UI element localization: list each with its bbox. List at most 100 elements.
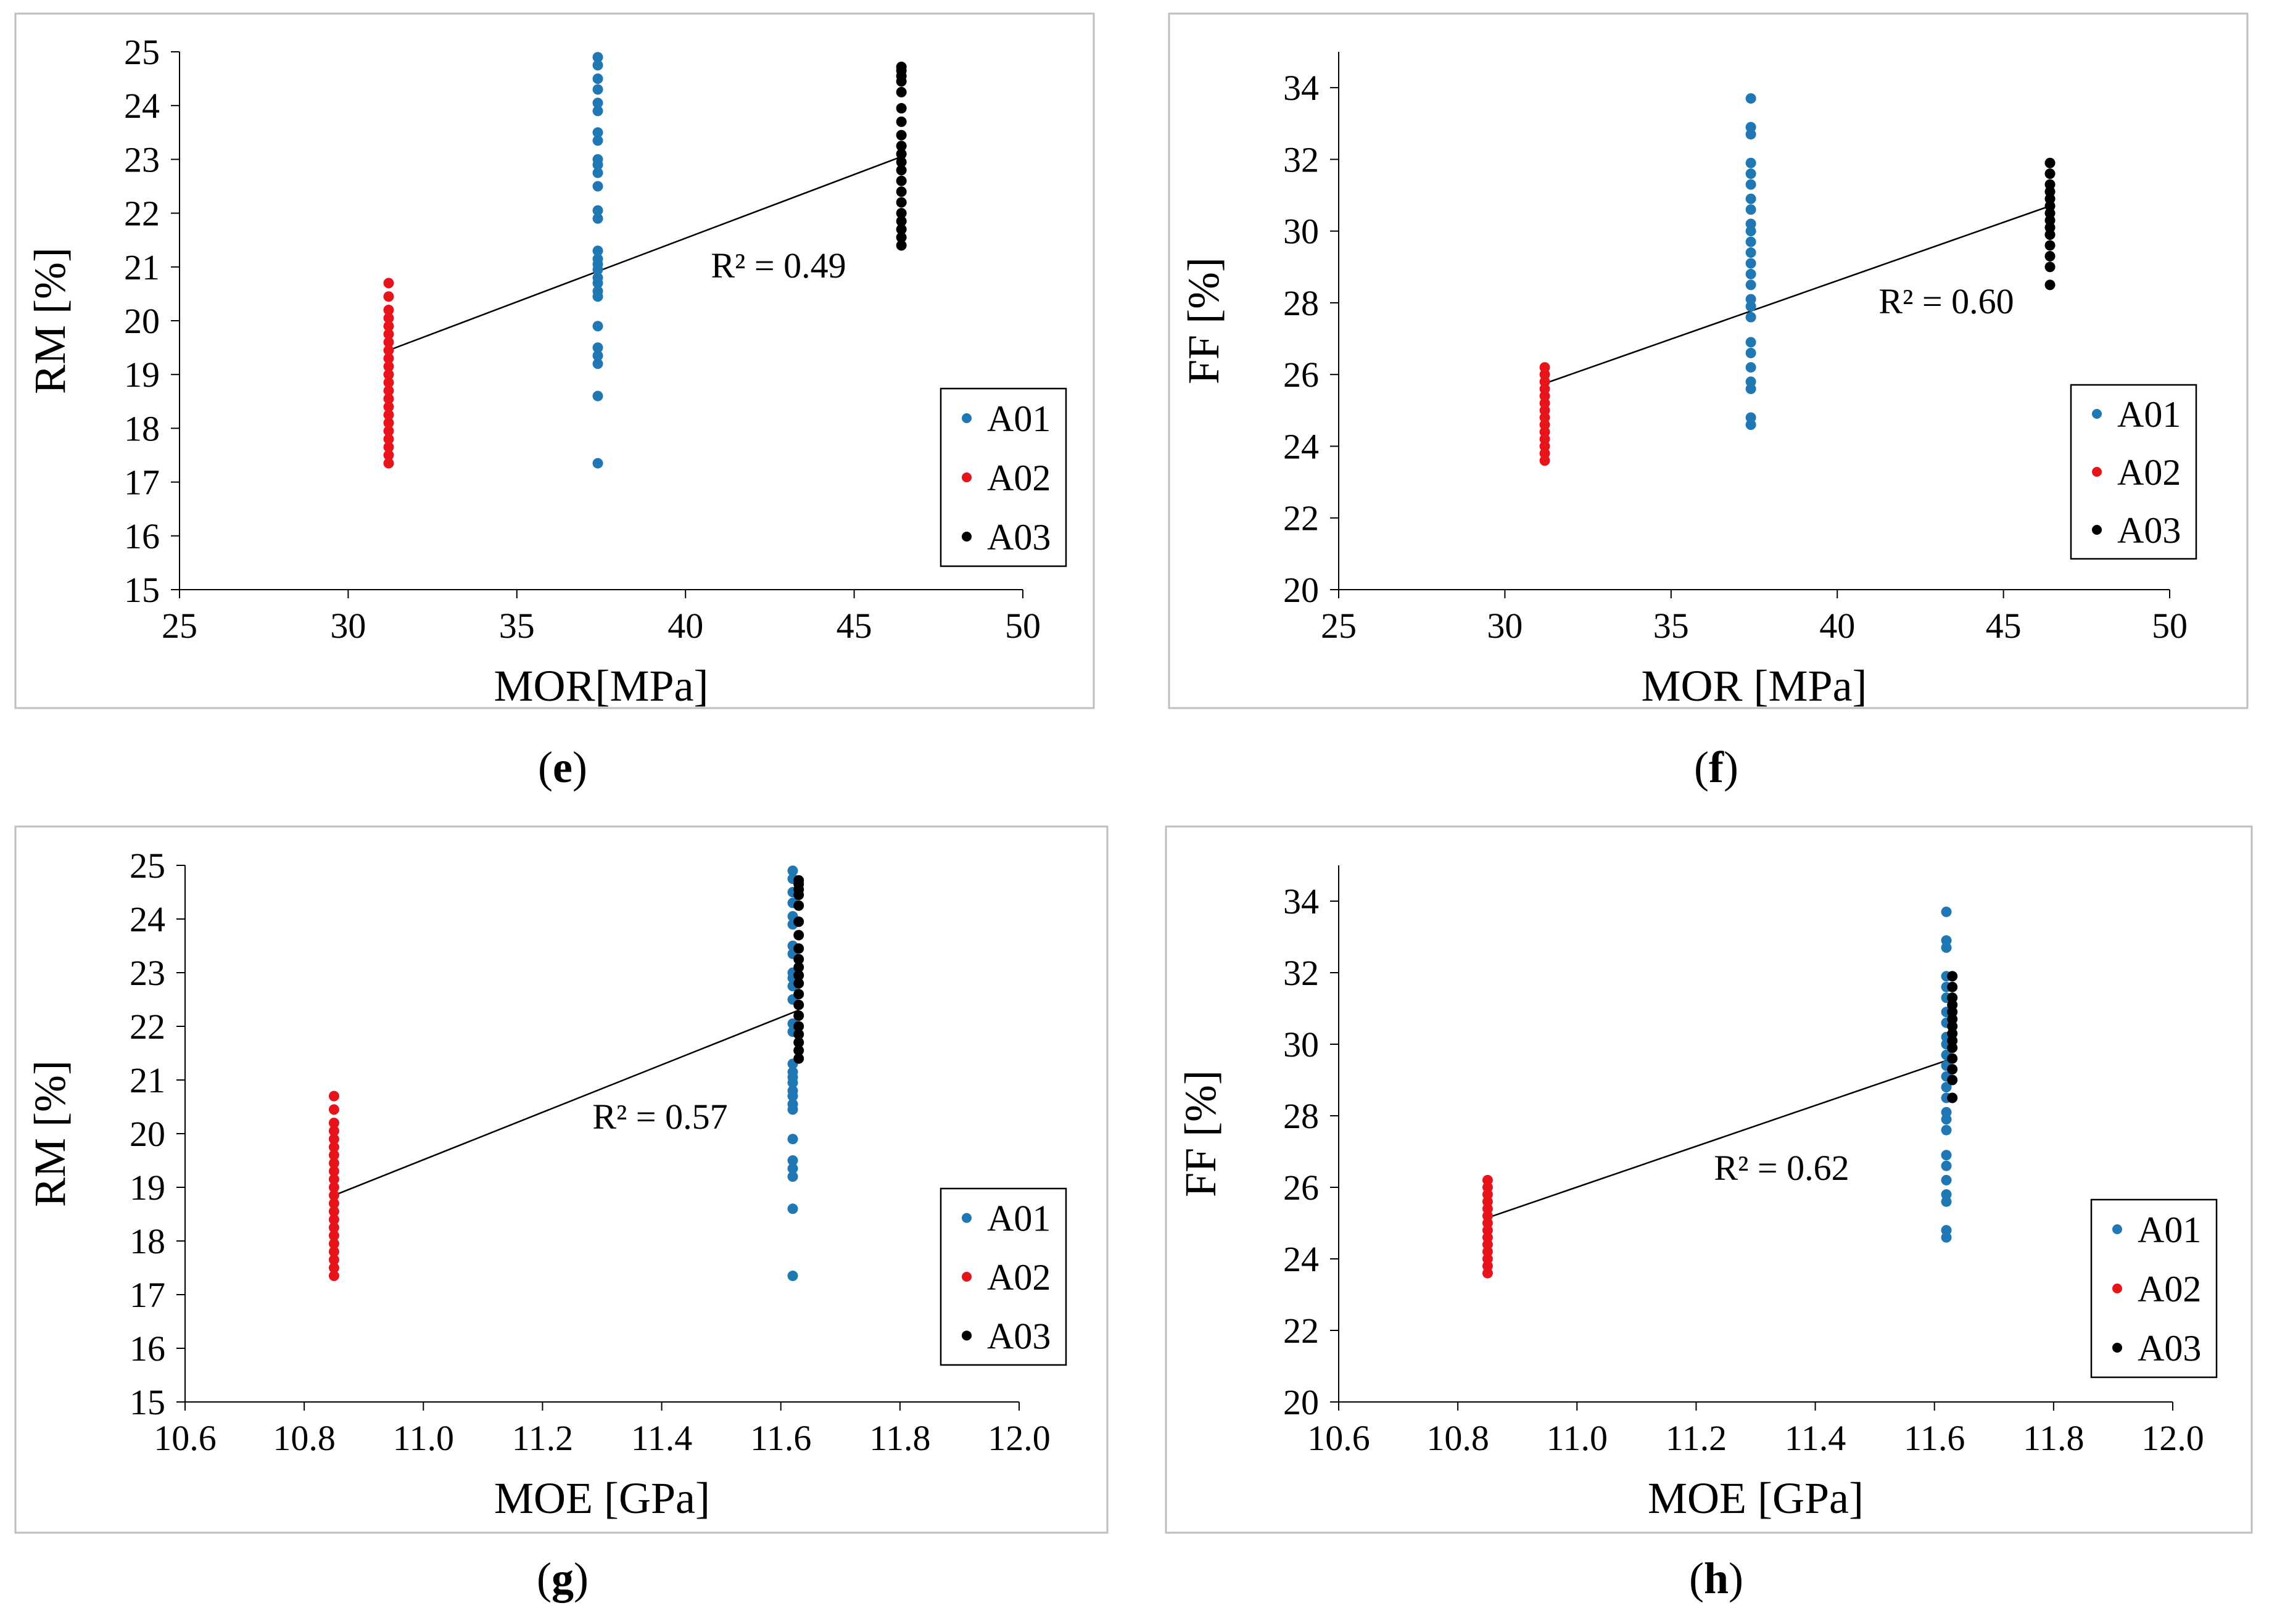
data-point [793,1029,804,1040]
data-point [896,224,907,235]
series-a01 [1941,906,1952,1243]
panel-caption: (h) [1689,1554,1743,1603]
r-squared-label: R² = 0.60 [1878,281,2014,321]
y-tick-label: 17 [130,1275,165,1315]
y-tick-label: 19 [130,1168,165,1208]
y-tick-label: 24 [1283,1239,1319,1279]
data-point [1539,390,1550,402]
data-point [793,954,804,965]
data-point [787,1271,798,1282]
data-point [793,875,804,886]
r-squared-label: R² = 0.49 [711,245,846,286]
data-point [328,1238,339,1249]
data-point [896,141,907,152]
data-point [328,1230,339,1241]
data-point [787,1171,798,1182]
data-point [1539,369,1550,380]
data-point [592,205,603,216]
panel-caption: (e) [538,743,587,792]
y-tick-label: 15 [124,570,160,610]
data-point [2044,186,2056,197]
y-tick-label: 24 [124,86,160,126]
y-tick-label: 15 [130,1382,165,1422]
chart-panel-e: 25 30 35 40 45 50 15 16 17 18 19 20 21 22 23 24 25 MOR[MP… [14,12,1095,792]
x-tick-label: 40 [1819,606,1855,646]
data-point [383,434,394,445]
data-point [896,186,907,197]
data-point [592,286,603,297]
data-point [1539,448,1550,459]
x-tick-label: 11.0 [393,1418,454,1458]
data-point [1941,1082,1952,1093]
data-point [787,1066,798,1078]
legend-label: A02 [987,1257,1051,1298]
data-point [1745,376,1756,387]
data-point [1745,247,1756,258]
data-point [793,1010,804,1021]
data-point [592,245,603,257]
trendline [1544,205,2051,384]
y-tick-label: 16 [124,516,160,556]
data-point [1745,157,1756,168]
data-point [383,450,394,461]
data-point [1745,311,1756,323]
data-point [793,1045,804,1056]
data-point [896,61,907,72]
data-point [592,213,603,224]
data-point [787,1134,798,1145]
chart-frame [14,12,1095,709]
data-point [592,84,603,95]
legend-marker-a01 [2112,1224,2122,1234]
data-point [1745,419,1756,431]
data-point [328,1254,339,1265]
data-point [1745,204,1756,215]
data-point [383,377,394,388]
legend-marker-a03 [2092,525,2102,535]
data-point [1745,122,1756,133]
data-point [1539,383,1550,394]
y-tick-label: 32 [1283,139,1319,179]
data-point [328,1150,339,1161]
data-point [896,157,907,168]
data-point [793,970,804,981]
data-point [787,1085,798,1096]
data-point [1745,258,1756,269]
data-point [896,216,907,227]
y-tick-label: 20 [130,1114,165,1154]
legend-box [2090,1198,2218,1379]
data-point [2044,193,2056,204]
data-point [1947,992,1958,1004]
data-point [592,135,603,146]
chart-frame [1168,12,2249,709]
data-point [787,1163,798,1174]
data-point [383,337,394,348]
y-tick-label: 16 [130,1329,165,1369]
y-tick-label: 21 [124,247,160,287]
data-point [328,1271,339,1282]
data-point [896,86,907,97]
y-tick-label: 23 [124,139,160,179]
data-point [592,342,603,353]
data-point [383,410,394,421]
data-point [1745,268,1756,279]
y-tick-label: 18 [124,408,160,448]
data-point [328,1126,339,1137]
data-point [592,154,603,165]
y-tick-label: 34 [1283,68,1319,108]
y-tick-label: 18 [130,1221,165,1261]
y-tick-label: 26 [1283,1168,1319,1208]
data-point [896,130,907,141]
data-point [1745,93,1756,104]
data-point [793,999,804,1010]
y-tick-label: 20 [124,301,160,341]
x-axis-title: MOE [GPa] [494,1474,710,1523]
data-point [1539,362,1550,373]
data-point [328,1206,339,1217]
data-point [1947,981,1958,992]
legend-box [940,387,1067,567]
data-point [896,149,907,160]
data-point [383,329,394,340]
legend-marker-a01 [962,1213,972,1223]
data-point [787,865,798,876]
